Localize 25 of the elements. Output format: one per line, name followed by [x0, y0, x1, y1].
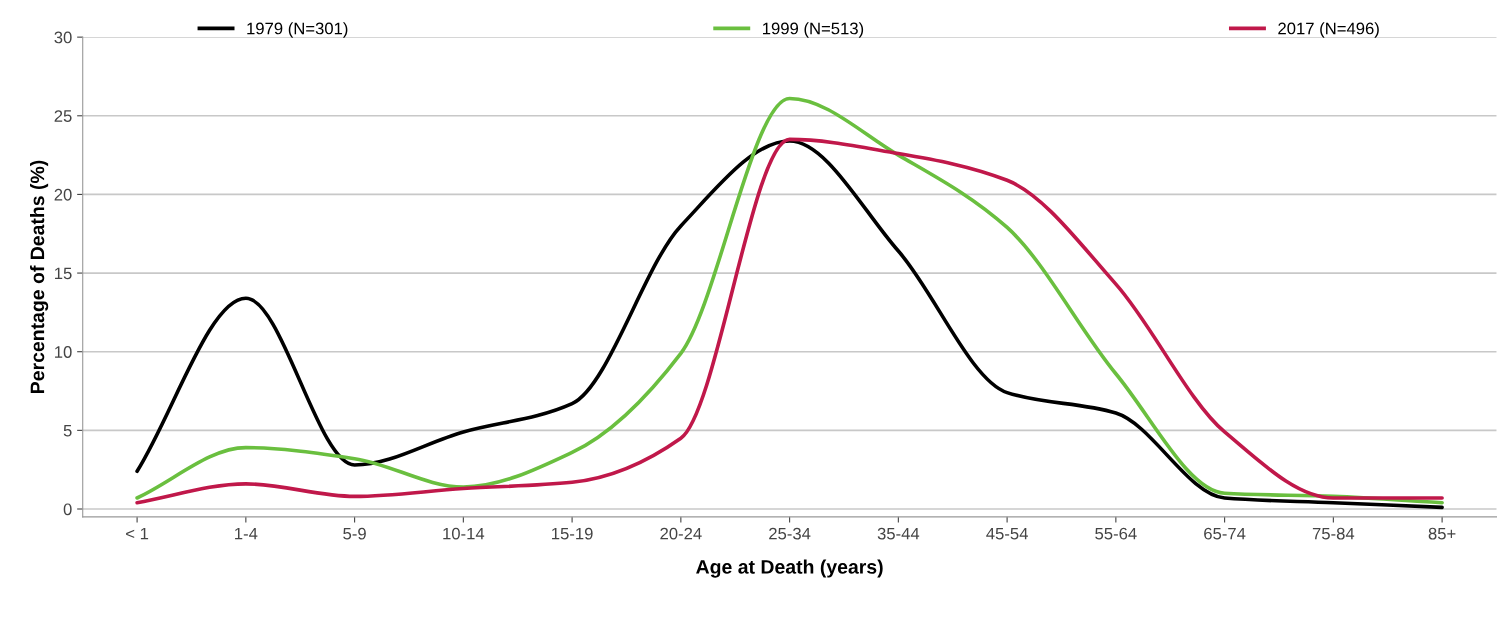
- x-tick-label: 25-34: [769, 527, 811, 540]
- y-tick-label: 0: [63, 503, 72, 516]
- x-tick-label: 65-74: [1204, 527, 1246, 540]
- x-tick-label: < 1: [126, 527, 149, 540]
- x-tick-label: 1-4: [235, 527, 258, 540]
- y-tick-label: 15: [55, 267, 72, 280]
- x-tick-label: 35-44: [877, 527, 920, 540]
- y-tick-label: 30: [54, 31, 72, 44]
- legend-label: 2017 (N=496): [1278, 22, 1379, 38]
- x-tick-label: 5-9: [343, 527, 366, 540]
- y-axis-title: Percentage of Deaths (%): [30, 160, 49, 393]
- y-tick-label: 10: [55, 346, 72, 358]
- x-tick-label: 10-14: [443, 527, 485, 540]
- x-tick-label: 15-19: [552, 527, 593, 540]
- x-tick-label: 55-64: [1095, 527, 1137, 540]
- legend-label: 1979 (N=301): [247, 22, 348, 38]
- y-tick-label: 5: [63, 424, 72, 437]
- x-tick-label: 45-54: [986, 527, 1028, 540]
- y-tick-label: 25: [54, 110, 72, 122]
- x-tick-label: 85+: [1428, 527, 1456, 540]
- y-tick-label: 20: [54, 188, 72, 201]
- x-tick-label: 75-84: [1312, 527, 1355, 540]
- x-tick-label: 20-24: [660, 527, 702, 540]
- legend-label: 1999 (N=513): [763, 22, 864, 38]
- x-axis-title: Age at Death (years): [696, 559, 883, 578]
